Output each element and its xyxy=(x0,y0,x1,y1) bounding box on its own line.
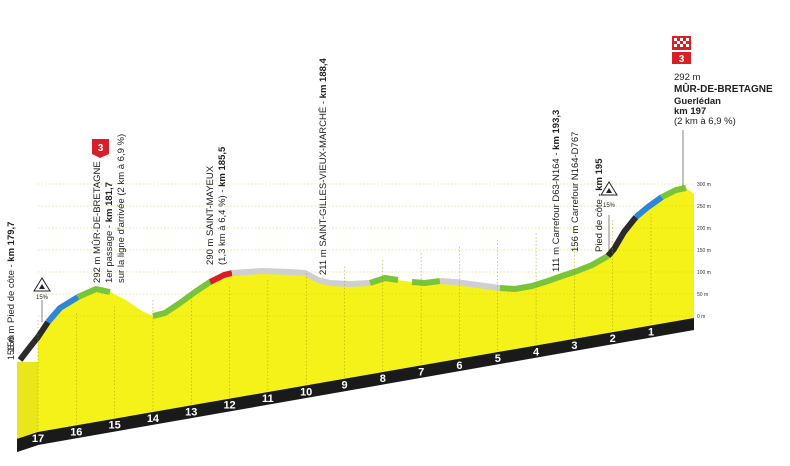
segment-moderate-1 xyxy=(76,286,111,300)
segment-flat-2 xyxy=(317,277,371,287)
segment-moderate-2 xyxy=(152,279,212,319)
annotation-mur-first-line3: sur la ligne d'arrivée (2 km à 6,9 %) xyxy=(116,134,127,283)
altitude-tick-label: 50 m xyxy=(697,292,708,298)
annotation-mur-first-line2: 1er passage - km 181,7 xyxy=(104,182,115,283)
segment-moderate-4 xyxy=(411,278,441,286)
km-marker-8: 8 xyxy=(380,373,386,385)
kom-badge-finish: 3 xyxy=(672,52,691,65)
elevation-profile-fill xyxy=(38,188,694,440)
finish-flag-icon xyxy=(672,36,691,50)
km-marker-13: 13 xyxy=(185,406,197,418)
svg-text:3: 3 xyxy=(98,143,104,154)
altitude-tick-label: 200 m xyxy=(697,226,711,232)
km-marker-3: 3 xyxy=(571,340,577,352)
km-marker-6: 6 xyxy=(456,360,462,372)
svg-text:15%: 15% xyxy=(603,203,616,209)
finish-altitude: 292 m xyxy=(674,72,700,83)
km-marker-14: 14 xyxy=(147,413,160,425)
annotation-saint-gilles: 211 m SAINT-GILLES-VIEUX-MARCHÉ - km 188… xyxy=(318,57,329,275)
annotation-saint-mayeux-line2: (1,3 km à 6,4 %) - km 185,5 xyxy=(217,146,228,265)
annotation-carrefour-d63: 111 m Carrefour D63-N164 - km 193,3 xyxy=(551,110,562,272)
kom-badge-mur-first: 3 xyxy=(92,139,109,158)
segment-moderate-5 xyxy=(499,253,610,292)
altitude-tick-label: 150 m xyxy=(697,248,711,254)
km-marker-10: 10 xyxy=(300,386,312,398)
km-marker-1: 1 xyxy=(648,326,654,338)
start-altitude-label: 156 m xyxy=(6,335,16,360)
km-marker-16: 16 xyxy=(70,426,82,438)
km-marker-5: 5 xyxy=(495,353,501,365)
profile-side-face xyxy=(17,362,38,452)
road-band-front xyxy=(17,432,38,452)
segment-moderate-6 xyxy=(660,185,687,200)
km-marker-17: 17 xyxy=(32,433,44,445)
finish-subname: Guerlédan xyxy=(674,96,721,107)
finish-name: MÛR-DE-BRETAGNE xyxy=(674,82,773,95)
svg-text:3: 3 xyxy=(679,54,685,65)
annotation-carrefour-n164-line2: Pied de côte - km 195 xyxy=(594,158,605,252)
segment-flat-1 xyxy=(231,268,320,283)
segment-steep-1 xyxy=(17,320,51,362)
segment-hard-3 xyxy=(634,194,664,220)
altitude-axis: 0 m 50 m 100 m 150 m 200 m 250 m 300 m xyxy=(697,182,711,320)
km-markers: 17 16 15 14 13 12 11 10 9 8 7 6 5 4 3 2 1 xyxy=(32,326,654,445)
altitude-tick-label: 300 m xyxy=(697,182,711,188)
annotation-carrefour-n164-line1: 156 m Carrefour N164-D767 xyxy=(570,132,581,252)
gradient-warning-sign-2: 15% xyxy=(600,181,618,209)
altitude-grid xyxy=(38,183,694,317)
annotation-saint-mayeux-line1: 290 m SAINT-MAYEUX xyxy=(205,165,216,265)
segment-steep-2 xyxy=(605,215,639,258)
km-guide-lines xyxy=(37,211,652,430)
km-marker-7: 7 xyxy=(418,366,424,378)
km-marker-9: 9 xyxy=(341,380,347,392)
segment-hard-2 xyxy=(208,270,233,285)
annotation-pied-cote-179: 156 m Pied de côte - km 179,7 xyxy=(6,222,17,352)
segment-moderate-3 xyxy=(369,275,399,286)
km-marker-2: 2 xyxy=(610,333,616,345)
finish-detail: (2 km à 6,9 %) xyxy=(674,116,736,127)
km-marker-12: 12 xyxy=(223,400,235,412)
finish-km: km 197 xyxy=(674,106,706,117)
annotation-mur-first-line1: 292 m MÛR-DE-BRETAGNE xyxy=(92,161,103,283)
altitude-tick-label: 0 m xyxy=(697,314,705,320)
altitude-tick-label: 100 m xyxy=(697,270,711,276)
km-marker-11: 11 xyxy=(262,393,274,405)
road-band xyxy=(17,318,694,452)
altitude-tick-label: 250 m xyxy=(697,204,711,210)
segment-hard-1 xyxy=(45,294,80,324)
svg-text:15%: 15% xyxy=(36,295,49,301)
km-marker-4: 4 xyxy=(533,346,540,358)
segment-flat-3 xyxy=(439,278,501,291)
gradient-warning-sign-1: 15% xyxy=(33,277,51,301)
km-marker-15: 15 xyxy=(109,420,121,432)
